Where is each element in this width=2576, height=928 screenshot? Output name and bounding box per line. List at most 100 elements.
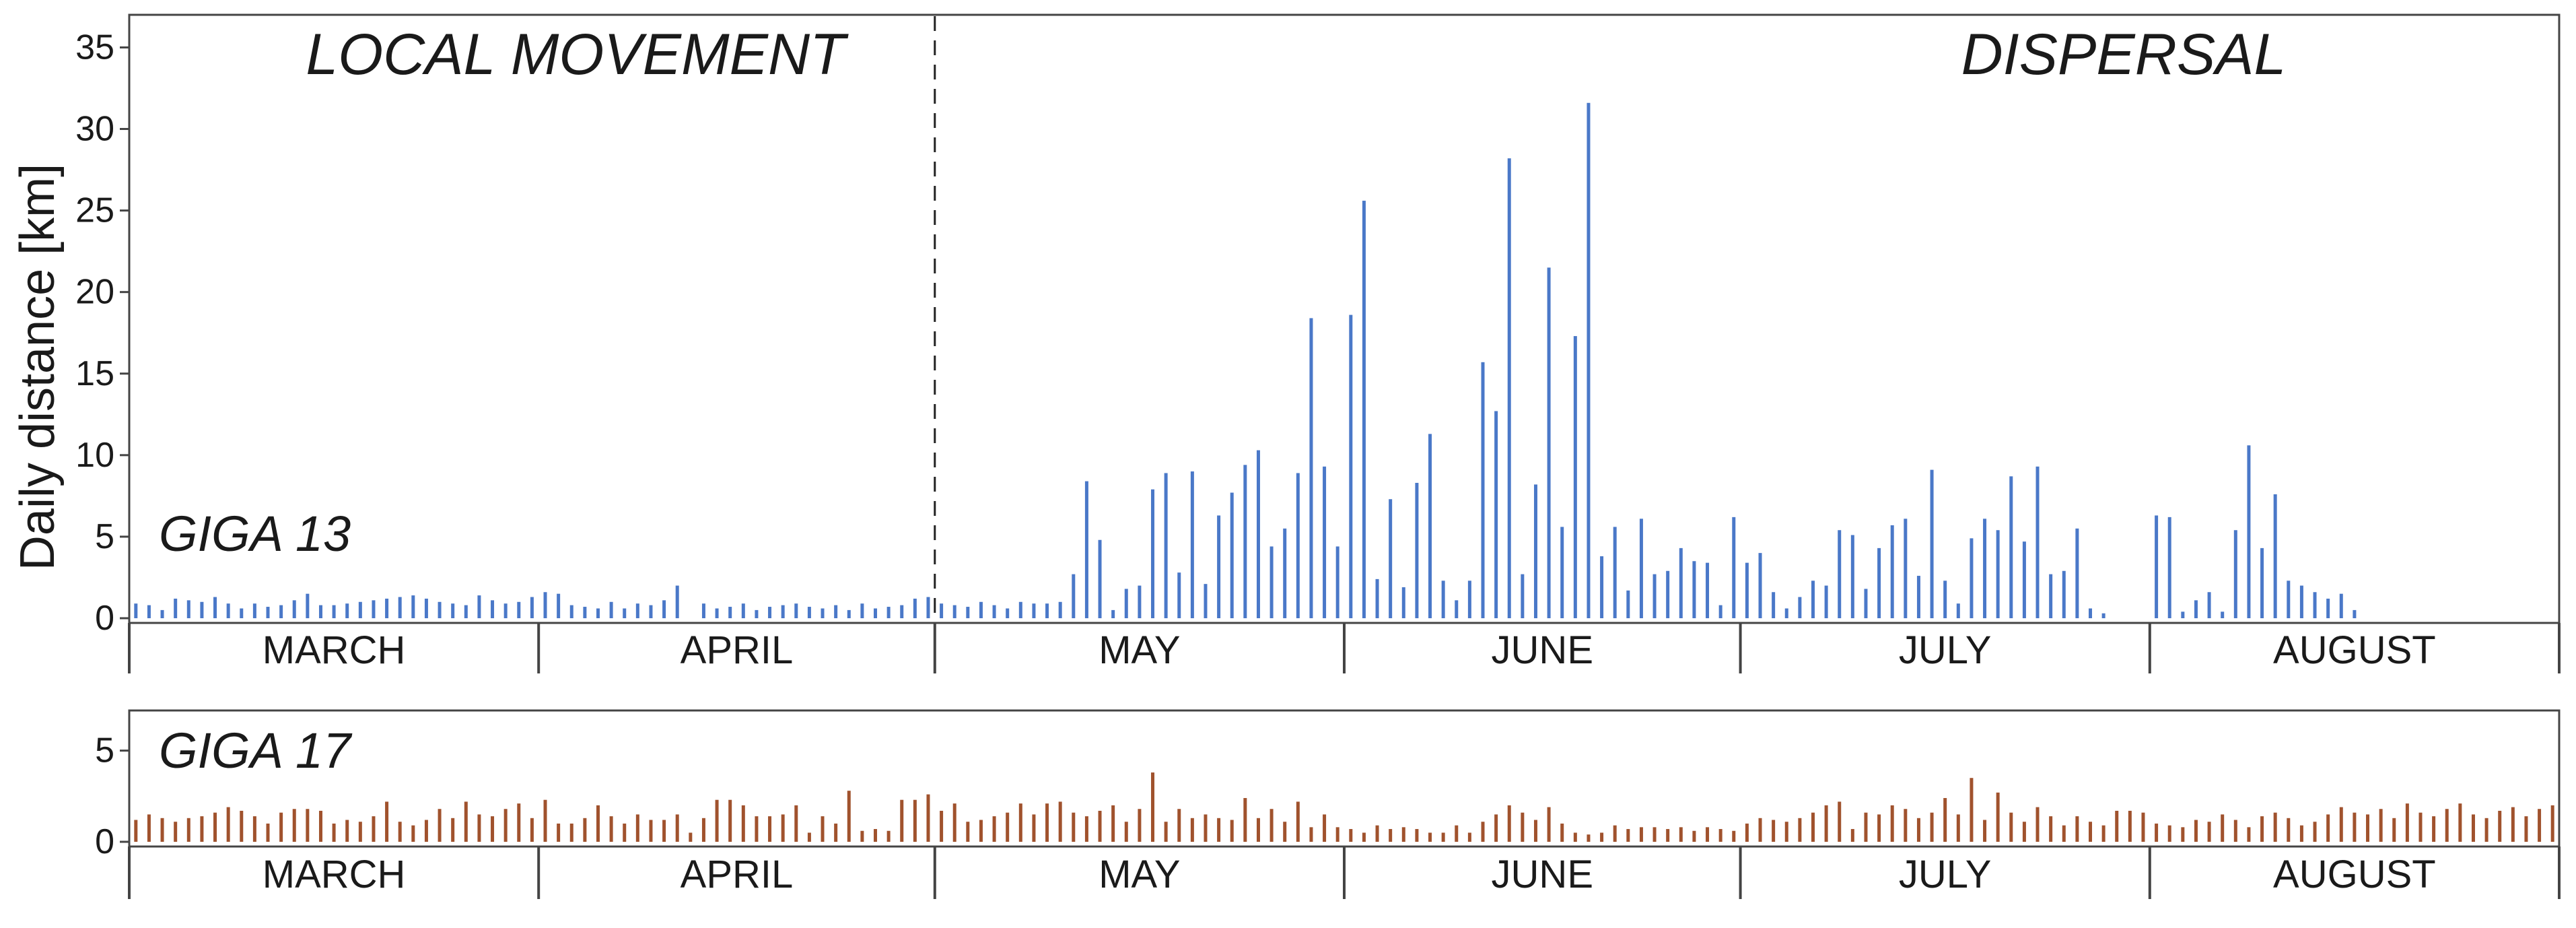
top-bar: [1032, 603, 1036, 618]
top-bar: [1217, 515, 1221, 618]
bottom-bar: [1626, 829, 1630, 842]
top-month-label: MARCH: [263, 628, 406, 672]
bottom-bar: [411, 825, 415, 842]
top-month-label: APRIL: [681, 628, 794, 672]
bottom-bar: [874, 829, 878, 842]
bottom-bar: [424, 820, 428, 842]
top-bar: [2101, 613, 2105, 618]
bottom-bar: [1587, 834, 1591, 842]
top-bar: [1441, 581, 1445, 618]
bottom-bar: [543, 799, 547, 842]
top-bar: [1349, 314, 1353, 618]
top-bar: [1890, 525, 1894, 618]
bottom-bar: [1243, 798, 1247, 842]
bottom-bar: [1045, 803, 1049, 842]
top-bar: [557, 593, 561, 618]
bottom-bar: [2089, 822, 2093, 842]
bottom-bar: [1058, 801, 1062, 842]
bottom-bar: [689, 832, 693, 842]
top-bar: [2049, 574, 2053, 618]
top-bar: [675, 585, 679, 618]
top-bar: [2260, 548, 2264, 618]
top-bar: [1784, 608, 1788, 618]
top-bar: [1256, 450, 1260, 618]
top-bar: [2207, 592, 2211, 618]
bottom-bar: [372, 816, 376, 842]
bottom-plot-frame: [128, 709, 2561, 848]
top-bar: [1045, 603, 1049, 618]
bottom-bar: [1124, 822, 1128, 842]
top-month-label: MAY: [1099, 628, 1180, 672]
bottom-bar: [728, 799, 732, 842]
bottom-bar: [2101, 825, 2105, 842]
bottom-series-label: GIGA 17: [159, 723, 353, 778]
top-bar: [649, 605, 653, 618]
top-bar: [1138, 585, 1142, 618]
bottom-bar: [1970, 778, 1974, 842]
bottom-bar: [900, 799, 904, 842]
top-bar: [1018, 601, 1022, 618]
bottom-bar: [2313, 822, 2317, 842]
top-bar: [1772, 592, 1776, 618]
top-bar: [1600, 556, 1604, 618]
bottom-bar: [213, 812, 217, 842]
top-bar: [1428, 434, 1432, 618]
bottom-bar: [662, 820, 666, 842]
top-bar: [517, 601, 521, 618]
bottom-bar: [2022, 822, 2026, 842]
bottom-bar: [174, 822, 178, 842]
bottom-bar: [1692, 830, 1696, 842]
top-bar: [2089, 608, 2093, 618]
top-bar: [1467, 581, 1471, 618]
top-bar: [860, 603, 864, 618]
bottom-bar: [596, 805, 600, 842]
top-bar: [147, 605, 151, 618]
top-month-label: JUNE: [1492, 628, 1593, 672]
bottom-y-tick-label: 5: [95, 731, 114, 770]
bottom-bar: [1904, 809, 1908, 842]
bottom-bar: [1335, 827, 1339, 842]
bottom-bar: [2498, 810, 2502, 842]
bottom-bar: [1772, 820, 1776, 842]
top-bar: [1679, 548, 1683, 618]
bottom-bar: [1415, 829, 1419, 842]
bottom-bar: [1389, 829, 1393, 842]
top-bar: [1389, 499, 1393, 618]
top-bar: [1573, 336, 1577, 618]
bottom-bar: [464, 801, 468, 842]
bottom-month-label: JULY: [1899, 853, 1992, 896]
top-bar: [1956, 603, 1960, 618]
bottom-bar: [1362, 832, 1366, 842]
top-bar: [966, 607, 970, 618]
bottom-bar: [491, 816, 495, 842]
top-bar: [1230, 492, 1234, 618]
top-bar: [781, 605, 785, 618]
top-bar: [411, 595, 415, 618]
top-bar: [1745, 562, 1749, 618]
top-bar: [2155, 515, 2159, 618]
top-series-bars: [134, 102, 2357, 619]
bottom-bar: [1323, 814, 1327, 842]
bottom-bar: [1467, 832, 1471, 842]
bottom-month-label: AUGUST: [2273, 853, 2436, 896]
bottom-bar: [1455, 825, 1459, 842]
top-bar: [213, 597, 217, 618]
bottom-bar: [715, 799, 719, 842]
top-bar: [2339, 593, 2343, 618]
bottom-bar: [2484, 818, 2488, 842]
bottom-bar: [2115, 810, 2119, 842]
bottom-bar: [2445, 809, 2449, 842]
top-bar: [1758, 553, 1762, 618]
top-bar: [1587, 102, 1591, 618]
bottom-bar: [1164, 822, 1168, 842]
top-bar: [609, 601, 613, 618]
bottom-bar: [1798, 818, 1802, 842]
top-bar: [715, 608, 719, 618]
bottom-bar: [1296, 801, 1300, 842]
top-bar: [992, 605, 996, 618]
top-bar: [200, 601, 204, 618]
top-bar: [1243, 465, 1247, 618]
top-bar: [1639, 519, 1643, 618]
bottom-bar: [952, 803, 956, 842]
